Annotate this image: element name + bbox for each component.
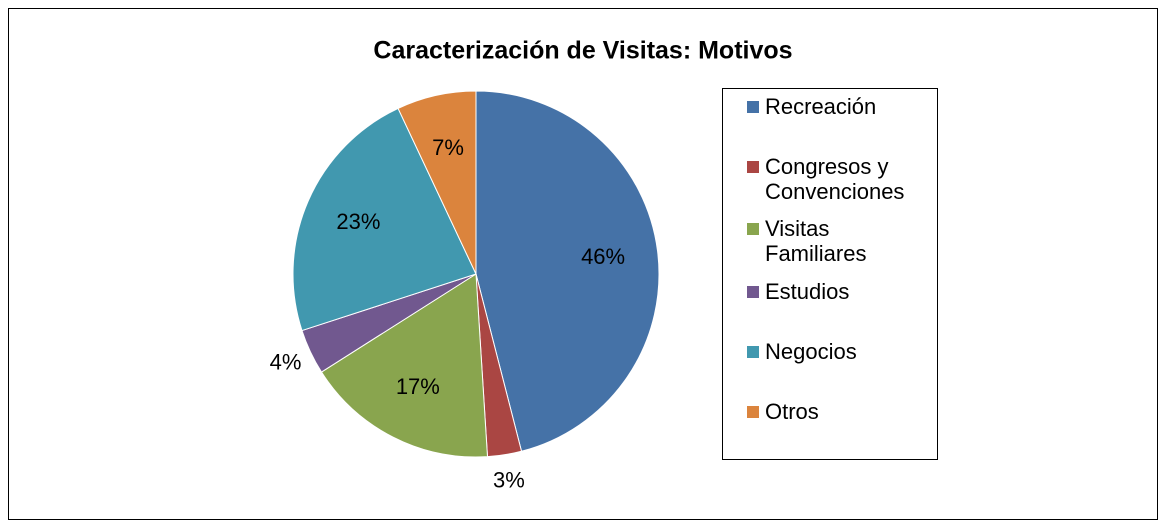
pie-slice: [475, 90, 660, 452]
data-label: 4%: [270, 349, 302, 374]
legend-label: Negocios: [765, 339, 857, 364]
data-label: 46%: [581, 244, 625, 269]
data-label: 3%: [493, 468, 525, 493]
legend-label: Visitas Familiares: [765, 216, 867, 266]
legend-item: Congresos y Convenciones: [747, 154, 937, 204]
chart-title: Caracterización de Visitas: Motivos: [373, 37, 792, 65]
legend-item: Estudios: [747, 279, 937, 304]
data-label: 23%: [336, 209, 380, 234]
legend-swatch: [747, 406, 759, 418]
legend-item: Otros: [747, 399, 937, 424]
legend-label: Recreación: [765, 94, 877, 119]
data-label: 17%: [396, 374, 440, 399]
pie-slice: [397, 90, 477, 275]
legend-swatch: [747, 286, 759, 298]
legend-swatch: [747, 161, 759, 173]
legend: Recreación Congresos y Convenciones Visita…: [722, 88, 938, 460]
legend-item: Visitas Familiares: [747, 216, 937, 266]
legend-label: Otros: [765, 399, 819, 424]
legend-item: Recreación: [747, 94, 937, 119]
legend-item: Negocios: [747, 339, 937, 364]
legend-label: Estudios: [765, 279, 850, 304]
legend-label: Congresos y Convenciones: [765, 154, 905, 204]
legend-swatch: [747, 101, 759, 113]
legend-swatch: [747, 223, 759, 235]
data-label: 7%: [432, 135, 464, 160]
pie-slice: [320, 273, 489, 458]
pie-slice: [292, 107, 477, 332]
legend-swatch: [747, 346, 759, 358]
